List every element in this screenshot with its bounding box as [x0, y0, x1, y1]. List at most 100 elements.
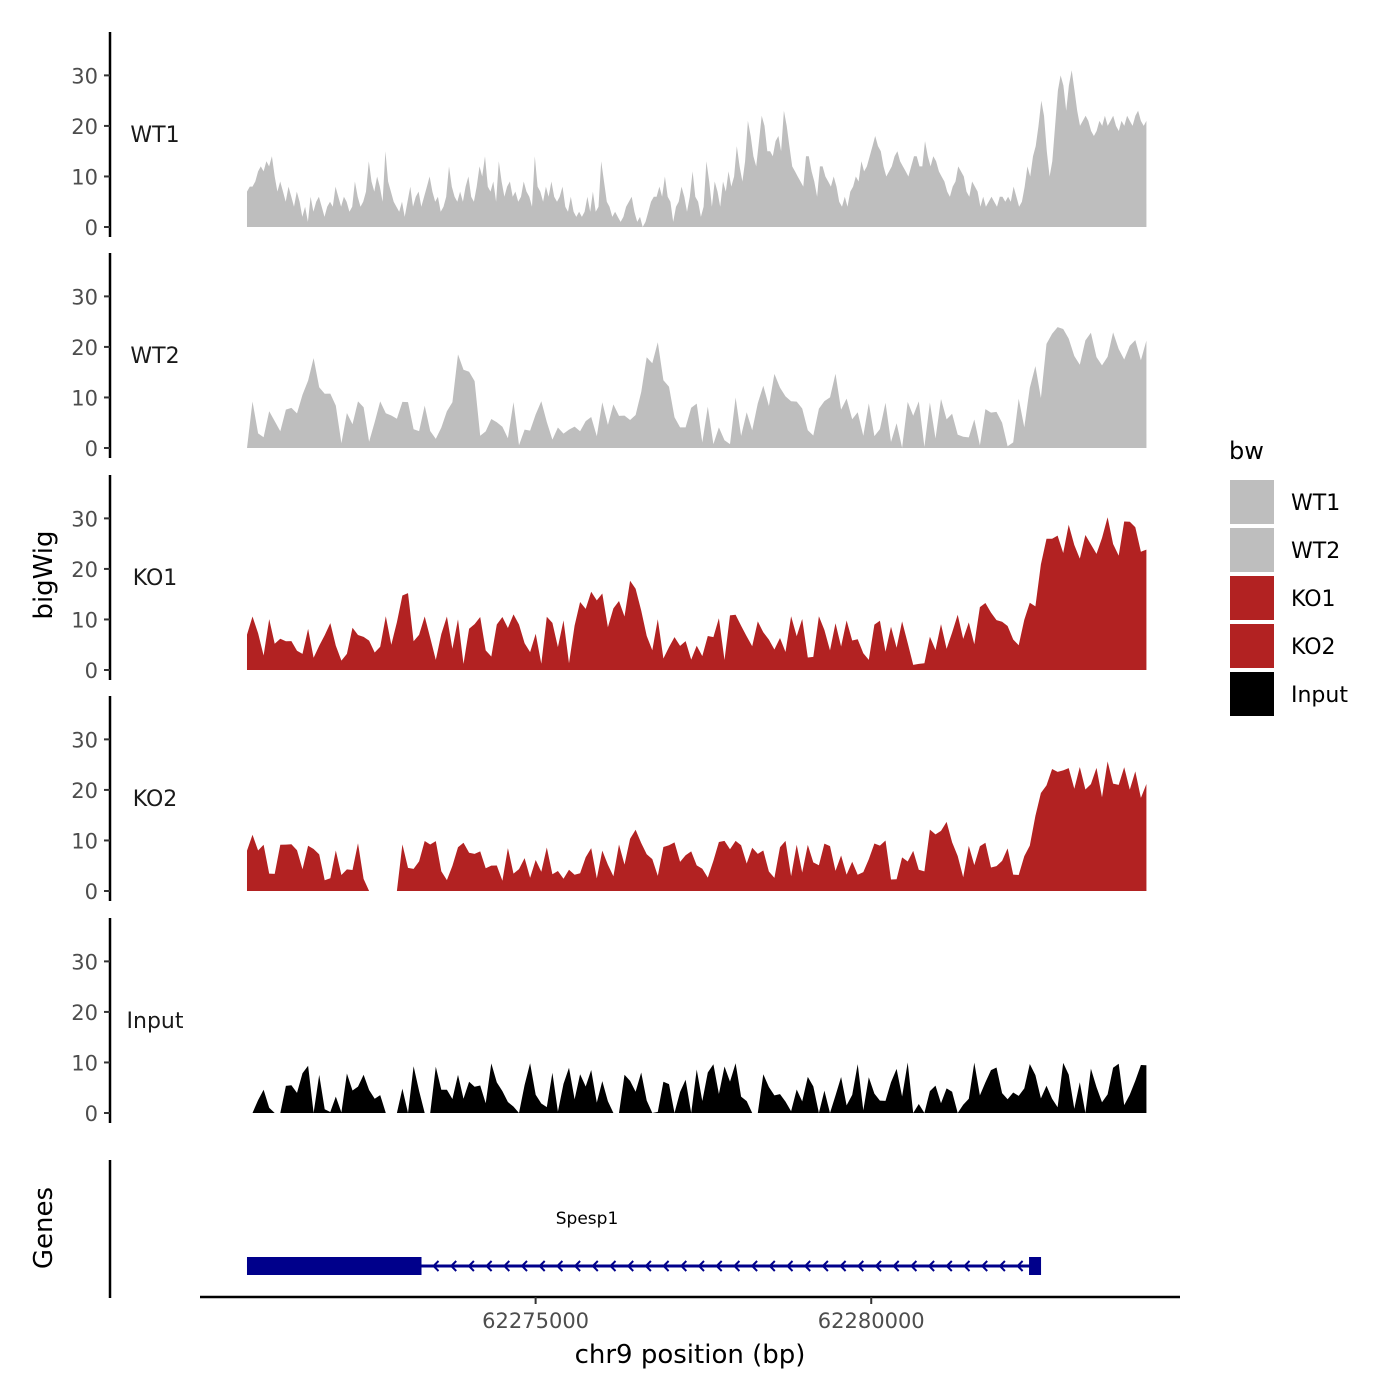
- gene-exon: [246, 1257, 422, 1275]
- strand-arrow: [662, 1260, 670, 1272]
- gene-exon: [1029, 1257, 1042, 1275]
- legend-swatch: [1230, 672, 1274, 716]
- genes-panel: Spesp1: [108, 1160, 1042, 1298]
- y-tick-label: 20: [71, 115, 98, 139]
- strand-arrow: [750, 1260, 758, 1272]
- legend-swatch: [1230, 480, 1274, 524]
- x-tick-label: 62280000: [818, 1309, 925, 1333]
- y-tick-label: 30: [71, 64, 98, 88]
- strand-arrow: [626, 1260, 634, 1272]
- track-label: WT1: [130, 123, 179, 148]
- strand-arrow: [555, 1260, 564, 1272]
- track-label: KO2: [133, 787, 178, 812]
- strand-arrow: [449, 1260, 457, 1272]
- y-tick-label: 20: [71, 779, 98, 803]
- y-tick-label: 30: [71, 285, 98, 309]
- track-area-input: [246, 1062, 1147, 1113]
- strand-arrow: [963, 1260, 971, 1272]
- y-tick-label: 10: [71, 608, 98, 632]
- y-tick-label: 20: [71, 558, 98, 582]
- track-wt2: 0 10 20 30 WT2: [71, 253, 1147, 461]
- track-panels: 0 10 20 30 WT1 0 10 20 30 WT2 0 10 20 30 KO1 0 10 20 30 KO2…: [71, 32, 1147, 1126]
- strand-arrow: [573, 1260, 581, 1272]
- strand-arrow: [874, 1260, 882, 1272]
- y-tick-label: 10: [71, 1051, 98, 1075]
- x-tick-label: 62275000: [482, 1309, 589, 1333]
- track-input: 0 10 20 30 Input: [71, 918, 1147, 1126]
- y-tick-label: 30: [71, 728, 98, 752]
- strand-arrow: [892, 1260, 900, 1272]
- strand-arrow: [715, 1260, 723, 1272]
- strand-arrow: [1016, 1260, 1024, 1272]
- track-label: WT2: [130, 344, 179, 369]
- strand-arrow: [538, 1260, 546, 1272]
- legend-entries: WT1 WT2 KO1 KO2 Input: [1230, 480, 1348, 716]
- y-tick-label: 0: [85, 216, 98, 240]
- strand-arrow: [803, 1260, 811, 1272]
- track-area-wt1: [246, 70, 1147, 227]
- y-tick-label: 0: [85, 659, 98, 683]
- strand-arrow: [927, 1260, 935, 1272]
- y-tick-label: 0: [85, 880, 98, 904]
- y-tick-label: 10: [71, 386, 98, 410]
- strand-arrow: [821, 1260, 829, 1272]
- strand-arrow: [679, 1260, 688, 1272]
- legend-item-ko1: KO1: [1230, 576, 1336, 620]
- strand-arrow: [520, 1260, 528, 1272]
- legend-label: KO2: [1291, 635, 1336, 660]
- y-tick-label: 0: [85, 437, 98, 461]
- strand-arrow: [502, 1260, 511, 1272]
- y-tick-label: 20: [71, 1001, 98, 1025]
- legend-label: WT2: [1291, 539, 1340, 564]
- track-ko2: 0 10 20 30 KO2: [71, 696, 1147, 904]
- strand-arrow: [697, 1260, 705, 1272]
- track-ko1: 0 10 20 30 KO1: [71, 475, 1147, 683]
- track-area-ko2: [246, 761, 1147, 891]
- y-tick-label: 0: [85, 1102, 98, 1126]
- track-wt1: 0 10 20 30 WT1: [71, 32, 1147, 240]
- legend-label: Input: [1291, 683, 1348, 708]
- y-tick-label: 10: [71, 829, 98, 853]
- strand-arrow: [909, 1260, 918, 1272]
- strand-arrow: [856, 1260, 865, 1272]
- strand-arrow: [732, 1260, 741, 1272]
- strand-arrow: [768, 1260, 776, 1272]
- strand-arrow: [786, 1260, 794, 1272]
- gene-name-label: Spesp1: [556, 1209, 619, 1229]
- y-tick-label: 30: [71, 950, 98, 974]
- y-tick-label: 20: [71, 336, 98, 360]
- gene-spesp1: Spesp1: [246, 1209, 1042, 1275]
- y-axis-title: bigWig: [29, 530, 59, 619]
- legend-label: WT1: [1291, 491, 1340, 516]
- strand-arrow: [839, 1260, 847, 1272]
- strand-arrow: [467, 1260, 475, 1272]
- strand-arrow: [609, 1260, 617, 1272]
- strand-arrow: [945, 1260, 953, 1272]
- legend-item-wt2: WT2: [1230, 528, 1340, 572]
- legend-item-wt1: WT1: [1230, 480, 1340, 524]
- legend: bw WT1 WT2 KO1 KO2 Input: [1229, 437, 1348, 716]
- legend-item-input: Input: [1230, 672, 1348, 716]
- track-area-wt2: [246, 327, 1147, 448]
- strand-arrow: [980, 1260, 988, 1272]
- legend-swatch: [1230, 624, 1274, 668]
- y-tick-label: 30: [71, 507, 98, 531]
- legend-swatch: [1230, 576, 1274, 620]
- strand-arrow: [485, 1260, 493, 1272]
- genes-axis-title: Genes: [29, 1187, 59, 1269]
- track-label: KO1: [133, 566, 178, 591]
- x-axis-title: chr9 position (bp): [575, 1340, 806, 1370]
- track-label: Input: [127, 1009, 184, 1034]
- strand-arrow: [644, 1260, 652, 1272]
- legend-item-ko2: KO2: [1230, 624, 1336, 668]
- strand-arrow: [591, 1260, 599, 1272]
- track-area-ko1: [246, 517, 1147, 670]
- strand-arrow: [432, 1260, 440, 1272]
- legend-label: KO1: [1291, 587, 1336, 612]
- x-axis: 62275000 62280000: [200, 1295, 1180, 1333]
- legend-swatch: [1230, 528, 1274, 572]
- strand-arrow: [998, 1260, 1006, 1272]
- y-tick-label: 10: [71, 165, 98, 189]
- legend-title: bw: [1229, 437, 1264, 465]
